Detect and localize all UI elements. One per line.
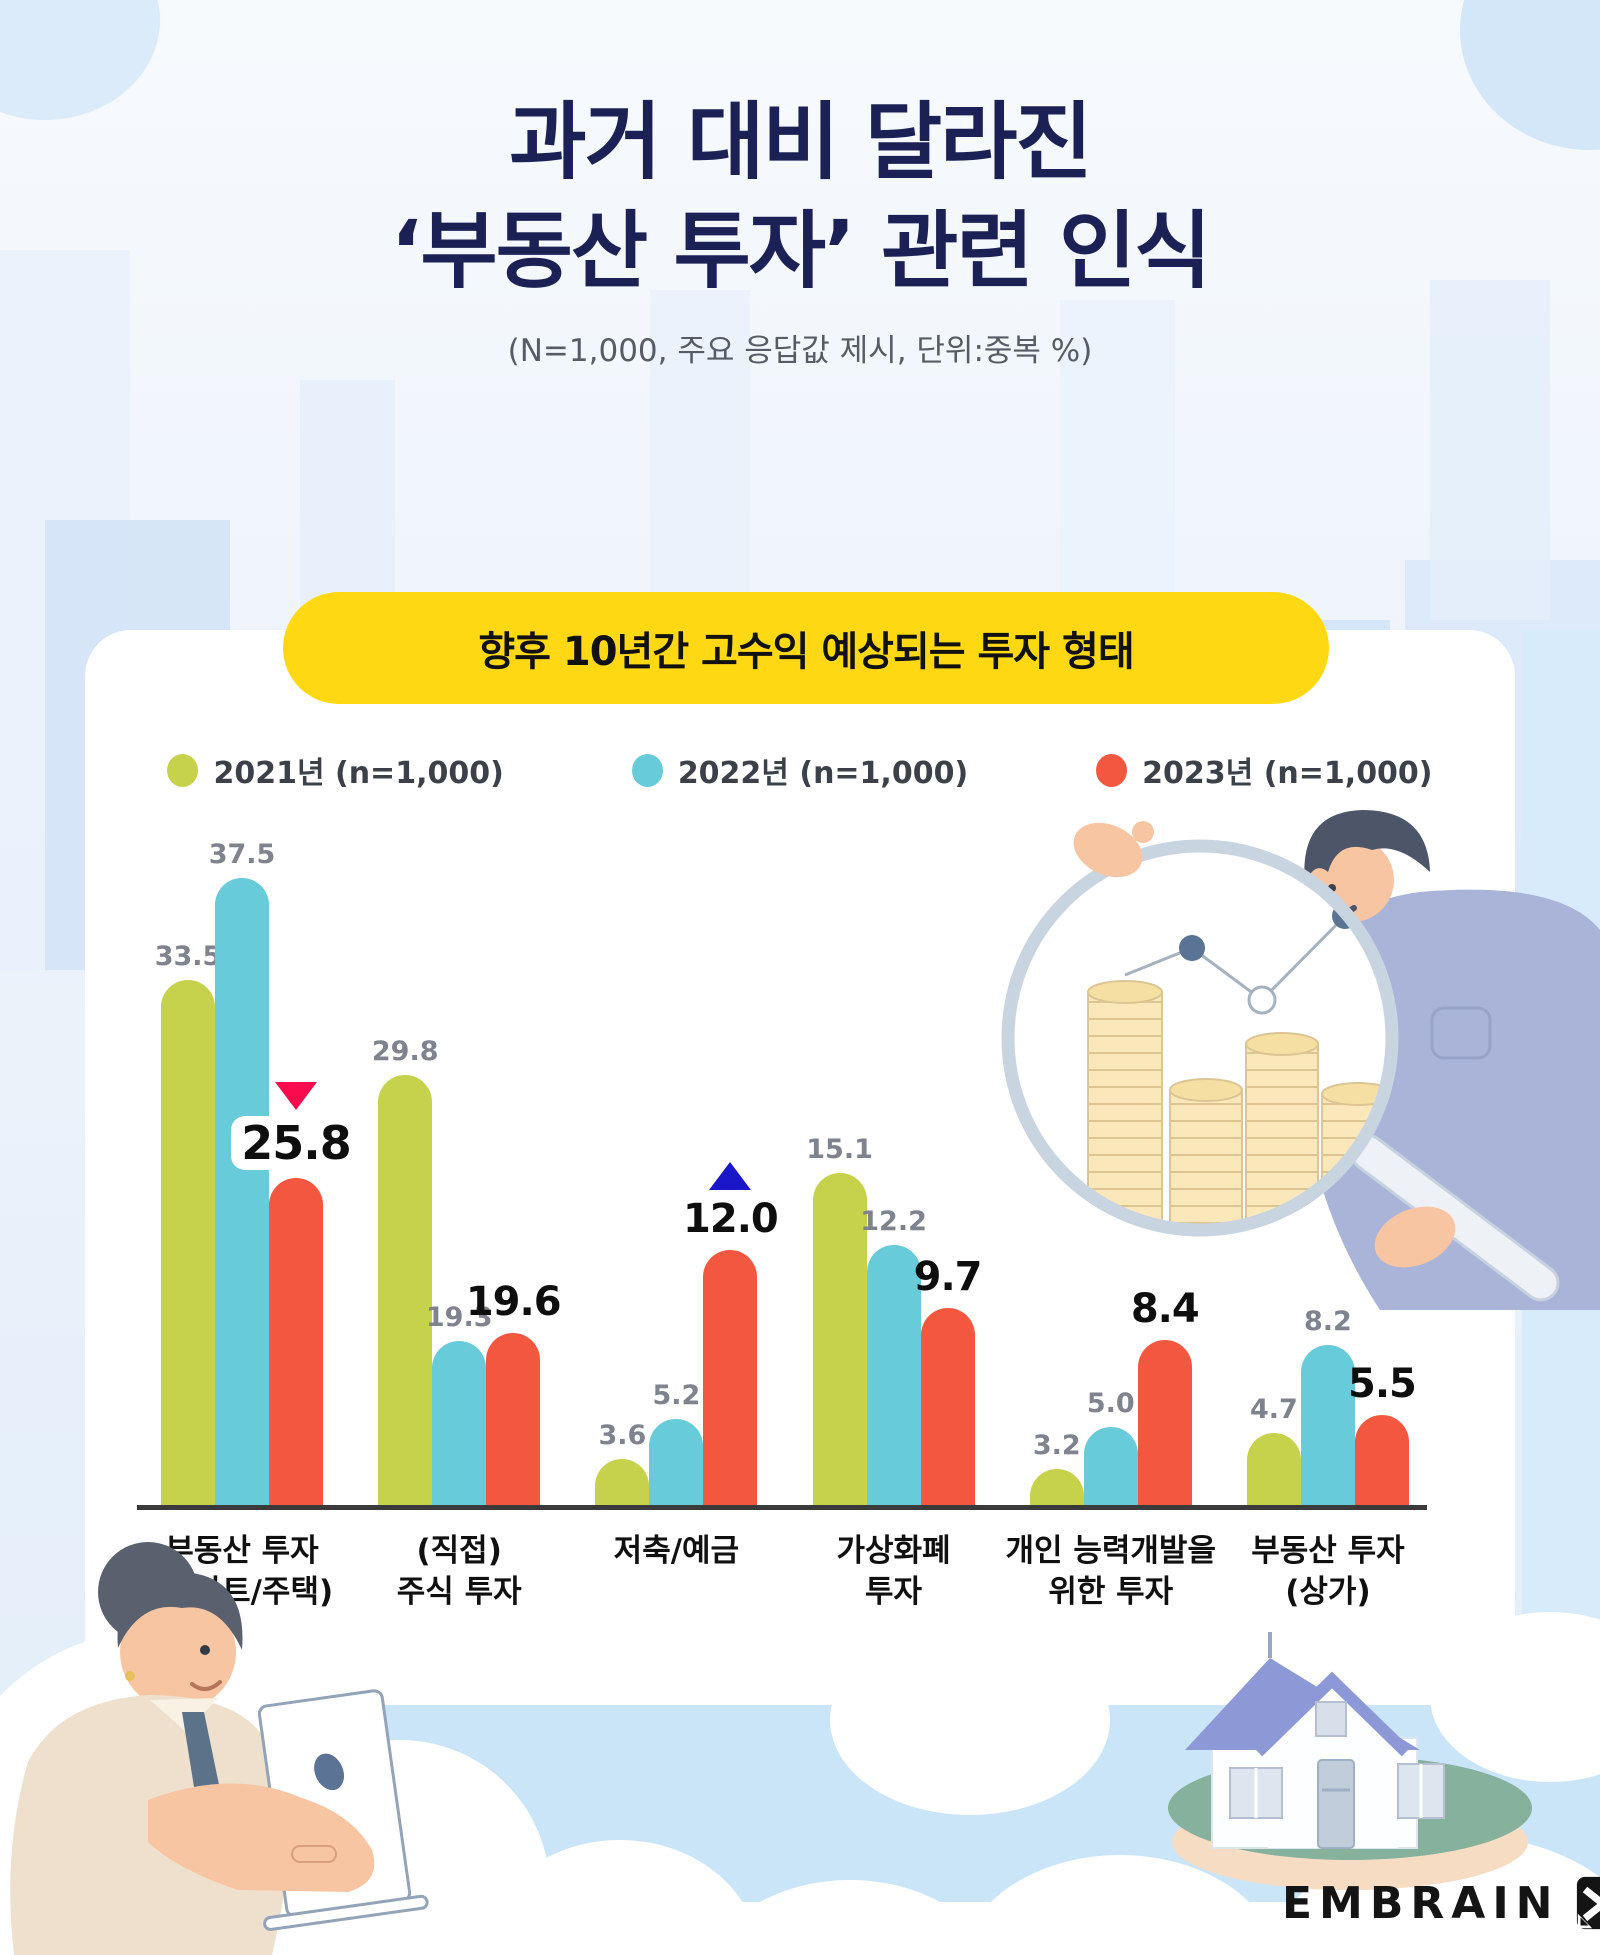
increase-marker-icon [709,1162,752,1190]
page-title: 과거 대비 달라진 ‘부동산 투자’ 관련 인식 [0,88,1600,306]
bar-series-1 [1300,1345,1355,1505]
bar-series-1 [432,1341,487,1505]
coin-stacks-chart-illustration [1087,903,1392,1230]
category-label: 부동산 투자 (상가) [1251,1533,1405,1610]
bar-group: 3.2 5.0 8.4 개인 능력개발을 위한 투자 [1006,795,1216,1613]
legend-item-2023: 2023년 (n=1,000) [1096,748,1433,792]
bar-series-1 [1083,1427,1138,1505]
bar-group: 33.5 37.5 25.8 부동산 투자 (아파트/주택) [151,795,361,1613]
bar-series-2 [703,1250,758,1505]
bar-value-label: 8.4 [1130,1286,1200,1332]
question-pill: 향후 10년간 고수익 예상되는 투자 형태 [283,592,1329,704]
house-illustration [1168,1632,1532,1890]
building [1430,280,1550,620]
bar-series-0 [161,980,215,1505]
bar-series-0 [378,1075,433,1505]
legend-dot-2023-icon [1096,753,1128,787]
embrain-logo: EMBRAIN [1282,1876,1600,1930]
bar-value-label: 15.1 [806,1134,873,1165]
bar-value-label: 25.8 [231,1116,361,1170]
chart-axis [137,1505,1427,1510]
bar-series-2 [920,1308,975,1505]
woman-laptop-illustration [10,1542,429,1955]
page-subtitle: (N=1,000, 주요 응답값 제시, 단위:중복 %) [507,333,1093,369]
bar-value-label: 5.5 [1348,1361,1417,1407]
bar-series-0 [595,1459,650,1505]
bar-value-label: 29.8 [371,1036,439,1067]
legend-label: 2022년 (n=1,000) [677,756,969,791]
bar-series-1 [649,1419,704,1505]
bar-value-label: 4.7 [1250,1394,1298,1425]
bar-group: 3.6 5.2 12.0 저축/예금 [593,795,779,1613]
embrain-mark-icon [1576,1876,1600,1930]
category-label: (직접) 주식 투자 [396,1533,522,1610]
page-title-line1: 과거 대비 달라진 [509,93,1092,191]
bar-value-label: 9.7 [913,1254,983,1300]
chart-legend: 2021년 (n=1,000) 2022년 (n=1,000) 2023년 (n… [85,748,1515,792]
bar-value-label: 19.3 [425,1302,493,1333]
legend-item-2022: 2022년 (n=1,000) [631,748,969,792]
bar-series-0 [1246,1433,1301,1505]
bar-group: 4.7 8.2 5.5 부동산 투자 (상가) [1245,795,1417,1613]
bar-value-label: 8.2 [1304,1306,1352,1337]
bar-series-2 [1137,1340,1192,1505]
bar-series-0 [1029,1469,1084,1505]
cloud [830,1625,1110,1815]
bar-value-label: 33.5 [154,941,222,972]
bar-value-label: 19.6 [465,1279,562,1325]
decrease-marker-icon [275,1082,317,1110]
embrain-logo-text: EMBRAIN [1282,1877,1560,1929]
bar-series-2 [1354,1415,1409,1505]
category-label: 저축/예금 [613,1533,740,1569]
bar-value-label: 37.5 [208,839,276,870]
category-label: 가상화폐 투자 [836,1533,951,1610]
bar-value-label: 5.0 [1086,1388,1135,1419]
bar-series-1 [866,1245,921,1505]
hand-on-ring [1073,822,1143,878]
bar-series-0 [812,1173,867,1505]
legend-dot-2022-icon [631,753,663,787]
legend-label: 2021년 (n=1,000) [213,756,504,791]
bar-value-label: 12.2 [860,1206,927,1237]
magnifier-coins-illustration [1001,810,1600,1310]
bar-series-2 [269,1178,323,1505]
bar-group: 29.8 19.3 19.6 (직접) 주식 투자 [372,795,562,1613]
bar-group: 15.1 12.2 9.7 가상화폐 투자 [806,795,982,1613]
bar-series-1 [215,878,269,1505]
bar-value-label: 12.0 [683,1196,779,1242]
bar-value-label: 3.6 [598,1420,647,1451]
legend-dot-2021-icon [167,753,199,787]
legend-label: 2023년 (n=1,000) [1142,756,1433,791]
page-title-line2: ‘부동산 투자’ 관련 인식 [390,202,1211,301]
magnifier-ring-icon [1001,839,1399,1237]
bar-series-2 [486,1333,541,1505]
bar-value-label: 3.2 [1032,1430,1081,1461]
legend-item-2021: 2021년 (n=1,000) [167,748,504,792]
category-label: 개인 능력개발을 위한 투자 [1005,1533,1216,1610]
bar-value-label: 5.2 [652,1380,701,1411]
